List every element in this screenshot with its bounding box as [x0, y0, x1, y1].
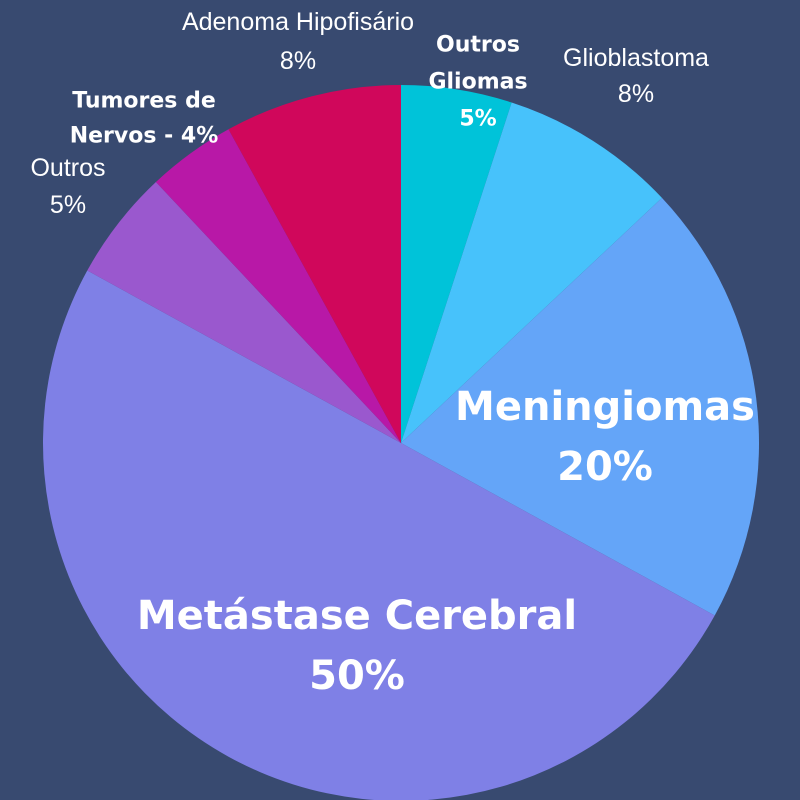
pie-slice-metastase-cerebral [43, 270, 715, 800]
pie-slice-meningiomas [401, 197, 760, 616]
pie-labels: Outros Gliomas 5% Glioblastoma 8% Meningiomas… [30, 8, 754, 699]
pie-label-line: 20% [557, 444, 653, 490]
pie-label-line: 8% [280, 47, 316, 75]
pie-slice-outros [87, 182, 401, 443]
pie-label-line: Outros [436, 33, 520, 58]
pie-slice-adenoma-hipofisario [228, 85, 401, 443]
pie-label-outros-gliomas: Outros Gliomas 5% [428, 33, 527, 132]
pie-label-tumores-de-nervos: Tumores de Nervos - 4% [70, 89, 219, 149]
pie-label-meningiomas: Meningiomas 20% [455, 384, 755, 490]
pie-slices [43, 85, 760, 800]
pie-slice-glioblastoma [401, 102, 662, 444]
pie-label-line: 5% [459, 107, 496, 132]
pie-label-line: Metástase Cerebral [137, 593, 577, 639]
pie-label-metastase-cerebral: Metástase Cerebral 50% [137, 593, 577, 699]
pie-label-line: Glioblastoma [563, 44, 709, 72]
pie-label-line: 8% [618, 80, 654, 108]
pie-label-line: Meningiomas [455, 384, 755, 430]
pie-label-outros: Outros 5% [30, 154, 105, 219]
pie-slice-outros-gliomas [401, 85, 512, 443]
pie-label-glioblastoma: Glioblastoma 8% [563, 44, 709, 108]
pie-label-adenoma-hipofisario: Adenoma Hipofisário 8% [182, 8, 414, 75]
pie-label-line: 50% [309, 653, 405, 699]
pie-slice-tumores-de-nervos [155, 129, 401, 443]
pie-label-line: Gliomas [428, 70, 527, 95]
pie-label-line: Outros [30, 154, 105, 182]
pie-label-line: Nervos - 4% [70, 124, 219, 149]
pie-label-line: Tumores de [72, 89, 215, 114]
pie-label-line: 5% [50, 191, 86, 219]
pie-label-line: Adenoma Hipofisário [182, 8, 414, 36]
